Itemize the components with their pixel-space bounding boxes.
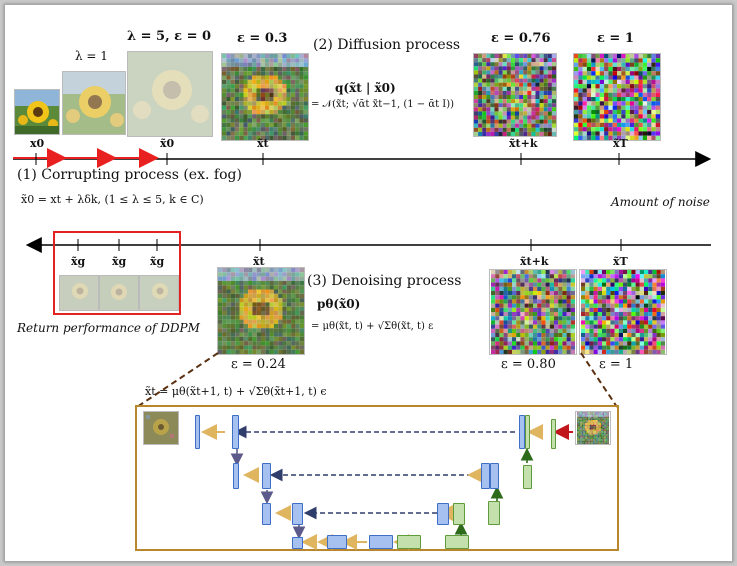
unet-panel	[135, 405, 619, 551]
top-tick-xt: x̃t	[257, 137, 269, 150]
unet-bottleneck-4	[397, 535, 421, 549]
unet-in-block	[551, 419, 556, 449]
unet-dec3-block-a	[262, 503, 271, 525]
diffusion-formula-line2: = 𝒩(x̃t; √ᾱt x̃t−1, (1 − ᾱt I))	[311, 99, 455, 110]
unet-bottleneck-2	[327, 535, 347, 549]
unet-dec2-block-a	[233, 463, 239, 489]
noisy-image-eps024	[217, 267, 305, 355]
unet-dec2-block-b	[262, 463, 271, 489]
unet-input-image	[575, 411, 611, 445]
bottom-tick-xg-1: x̃g	[71, 255, 86, 268]
lambda1-label: λ = 1	[75, 49, 108, 63]
unet-enc2-block-b	[490, 463, 499, 489]
eps080-label: ε = 0.80	[501, 357, 556, 372]
unet-enc1-block-b	[525, 415, 530, 449]
bottom-tick-xg-3: x̃g	[150, 255, 165, 268]
denoise-title: (3) Denoising process	[307, 273, 462, 289]
unet-enc3-block-b	[453, 503, 465, 525]
eps1-bottom-label: ε = 1	[599, 357, 634, 372]
unet-bottleneck-1	[292, 537, 303, 549]
unet-arrows	[201, 424, 573, 550]
eps024-label: ε = 0.24	[231, 357, 286, 372]
denoise-formula-line1: pθ(x̃0)	[317, 297, 361, 311]
amount-of-noise-label: Amount of noise	[611, 195, 710, 209]
unet-enc2-block-c	[523, 465, 532, 489]
denoise-formula-line2: = μθ(x̃t, t) + √Σθ(x̃t, t) ε	[311, 321, 434, 332]
eps03-label: ε = 0.3	[237, 31, 288, 46]
unet-enc3-block-c	[488, 501, 500, 525]
noisy-image-eps076	[473, 53, 557, 137]
top-axis	[13, 148, 712, 168]
generated-image-2	[99, 275, 139, 311]
noisy-image-eps1-top	[573, 53, 661, 141]
corrupt-formula: x̃0 = xt + λδk, (1 ≤ λ ≤ 5, k ∈ C)	[21, 193, 204, 206]
noisy-image-eps080	[489, 269, 577, 355]
noisy-image-eps03	[221, 53, 309, 141]
unet-dec1-block	[232, 415, 239, 449]
bottom-tick-xt: x̃t	[253, 255, 265, 268]
generated-image-1	[59, 275, 99, 311]
unet-enc3-block-a	[437, 503, 449, 525]
bottom-tick-xT: x̃T	[613, 255, 628, 268]
unet-dec3-block-b	[292, 503, 303, 525]
eps076-label: ε = 0.76	[491, 31, 551, 46]
sunflower-image-x0	[14, 89, 60, 135]
lambda5-label: λ = 5, ε = 0	[127, 29, 212, 44]
zoom-lines	[136, 352, 618, 408]
bottom-tick-xtk: x̃t+k	[520, 255, 549, 268]
generated-image-3	[139, 275, 179, 311]
unet-out-block	[195, 415, 200, 449]
top-tick-x0-tilde: x̃0	[160, 137, 175, 150]
corrupt-title: (1) Corrupting process (ex. fog)	[17, 167, 242, 183]
bottom-tick-xg-2: x̃g	[112, 255, 127, 268]
bottom-axis	[25, 237, 711, 253]
eps1-top-label: ε = 1	[597, 31, 634, 46]
unet-bottleneck-5	[445, 535, 469, 549]
noisy-image-eps1-bottom	[579, 269, 667, 355]
top-tick-xtk: x̃t+k	[509, 137, 538, 150]
unet-enc2-block-a	[481, 463, 490, 489]
ddpm-output-box	[53, 231, 181, 315]
figure-frame: λ = 1 λ = 5, ε = 0 ε = 0.3 (2) Diffusion…	[4, 4, 733, 562]
unet-bottleneck-3	[369, 535, 393, 549]
sunflower-image-lambda1	[62, 71, 126, 135]
sunflower-image-lambda5	[127, 51, 213, 137]
unet-output-image	[143, 411, 179, 445]
unet-enc1-block-a	[519, 415, 525, 449]
top-tick-x0: x0	[30, 137, 45, 150]
unet-formula: x̃t = μθ(x̃t+1, t) + √Σθ(x̃t+1, t) ϵ	[145, 385, 327, 398]
top-tick-xT: x̃T	[613, 137, 628, 150]
diffusion-title: (2) Diffusion process	[313, 37, 461, 53]
diffusion-formula-line1: q(x̃t | x̃0)	[335, 81, 396, 95]
return-performance-label: Return performance of DDPM	[17, 321, 200, 335]
